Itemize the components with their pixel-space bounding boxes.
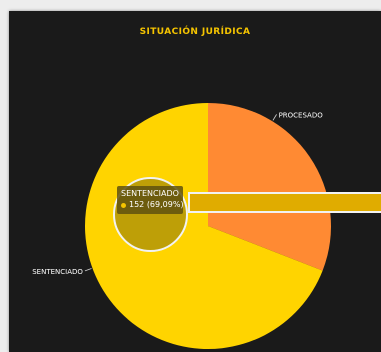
pie-chart: PROCESADO SENTENCIADO <box>32 103 331 349</box>
pie-slice-procesado[interactable] <box>208 103 331 271</box>
tooltip-connector-bar <box>188 192 381 213</box>
pie-label-sentenciado: SENTENCIADO <box>32 268 83 276</box>
chart-title: SITUACIÓN JURÍDICA <box>139 27 251 37</box>
pie-labels: PROCESADO SENTENCIADO <box>32 111 323 275</box>
chart-panel: SITUACIÓN JURÍDICA PROCESADO SENTENCIADO … <box>9 11 381 352</box>
tooltip-value: 152 (69,09%) <box>129 200 184 209</box>
pie-label-procesado: PROCESADO <box>279 111 324 119</box>
tooltip-bullet-icon <box>121 203 126 208</box>
pie-label-leader-sentenciado <box>84 268 92 272</box>
pie-label-leader-procesado <box>272 114 277 121</box>
tooltip: SENTENCIADO 152 (69,09%) <box>117 186 184 214</box>
tooltip-label: SENTENCIADO <box>121 189 179 198</box>
pie-slice-sentenciado[interactable] <box>84 103 323 349</box>
pie-slices <box>84 103 331 349</box>
